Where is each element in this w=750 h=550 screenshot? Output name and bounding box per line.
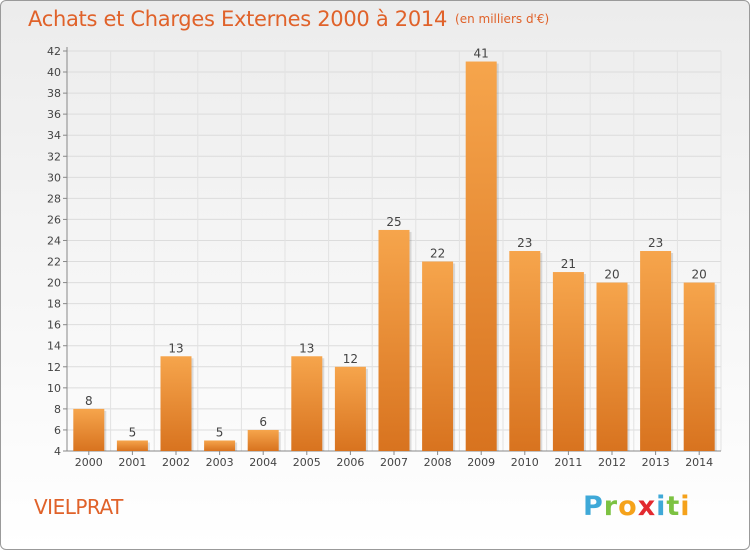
y-tick-label: 28 [47, 192, 61, 205]
bars [73, 61, 717, 452]
x-tick-label: 2000 [75, 456, 103, 469]
bar [465, 61, 497, 452]
x-tick-label: 2007 [380, 456, 408, 469]
data-label: 41 [474, 47, 489, 61]
y-tick-label: 30 [47, 171, 61, 184]
data-label: 22 [430, 247, 445, 261]
bar [247, 429, 279, 451]
logo-letter: i [680, 491, 691, 522]
y-tick-label: 10 [47, 382, 61, 395]
x-tick-label: 2010 [511, 456, 539, 469]
bar [73, 408, 105, 451]
y-tick-label: 34 [47, 129, 61, 142]
chart-unit: (en milliers d'€) [455, 12, 550, 26]
x-tick-label: 2004 [249, 456, 277, 469]
data-label: 20 [692, 268, 707, 282]
bar [160, 356, 192, 451]
location-label: VIELPRAT [34, 495, 123, 519]
x-tick-label: 2006 [336, 456, 364, 469]
logo-letter: t [666, 491, 681, 522]
data-label: 20 [604, 268, 619, 282]
logo-letter: o [618, 491, 638, 522]
data-labels: 8 5 13 5 6 13 12 25 22 41 23 21 20 23 20 [85, 47, 707, 440]
x-tick-label: 2003 [206, 456, 234, 469]
bar [509, 251, 541, 451]
y-tick-label: 38 [47, 87, 61, 100]
x-tick-label: 2002 [162, 456, 190, 469]
y-tick-label: 40 [47, 66, 61, 79]
x-tick-label: 2012 [598, 456, 626, 469]
y-tick-label: 32 [47, 150, 61, 163]
logo-letter: P [583, 491, 604, 522]
x-tick-labels: 2000 2001 2002 2003 2004 2005 2006 2007 2008 2009… [75, 451, 713, 469]
logo-letter: i [656, 491, 667, 522]
data-label: 5 [129, 425, 137, 439]
chart-title: Achats et Charges Externes 2000 à 2014 (e… [28, 7, 549, 31]
x-tick-label: 2014 [685, 456, 713, 469]
x-tick-label: 2001 [118, 456, 146, 469]
y-tick-label: 8 [54, 403, 61, 416]
bar [552, 272, 584, 451]
bar [683, 282, 715, 451]
y-tick-label: 14 [47, 340, 61, 353]
data-label: 23 [648, 236, 663, 250]
data-label: 25 [386, 215, 401, 229]
x-tick-label: 2005 [293, 456, 321, 469]
bar [596, 282, 628, 451]
bar [378, 229, 410, 451]
data-label: 13 [299, 341, 314, 355]
data-label: 13 [168, 341, 183, 355]
data-label: 8 [85, 394, 93, 408]
x-tick-label: 2011 [554, 456, 582, 469]
y-tick-label: 26 [47, 213, 61, 226]
chart-title-text: Achats et Charges Externes 2000 à 2014 [28, 7, 448, 31]
y-tick-labels: 4 6 8 10 12 14 16 18 20 22 24 26 28 30 32 34 36 38 40 42 [47, 45, 61, 458]
y-tick-label: 36 [47, 108, 61, 121]
y-tick-label: 22 [47, 256, 61, 269]
bar [204, 440, 236, 451]
x-tick-label: 2013 [642, 456, 670, 469]
data-label: 5 [216, 425, 224, 439]
bar [334, 366, 366, 451]
bar [291, 356, 323, 451]
logo-letter: r [603, 491, 619, 522]
y-tick-label: 6 [54, 424, 61, 437]
y-tick-label: 4 [54, 445, 61, 458]
y-tick-label: 42 [47, 45, 61, 58]
data-label: 23 [517, 236, 532, 250]
bar [640, 251, 672, 451]
proxiti-logo: Proxiti [583, 491, 691, 522]
bar [422, 261, 454, 451]
x-tick-label: 2008 [424, 456, 452, 469]
logo-letter: x [637, 491, 657, 522]
y-tick-label: 16 [47, 319, 61, 332]
y-tick-label: 20 [47, 277, 61, 290]
bar [116, 440, 148, 451]
y-tick-label: 18 [47, 298, 61, 311]
data-label: 6 [259, 415, 267, 429]
y-tick-label: 24 [47, 234, 61, 247]
data-label: 12 [343, 352, 358, 366]
y-tick-label: 12 [47, 361, 61, 374]
x-tick-label: 2009 [467, 456, 495, 469]
data-label: 21 [561, 257, 576, 271]
